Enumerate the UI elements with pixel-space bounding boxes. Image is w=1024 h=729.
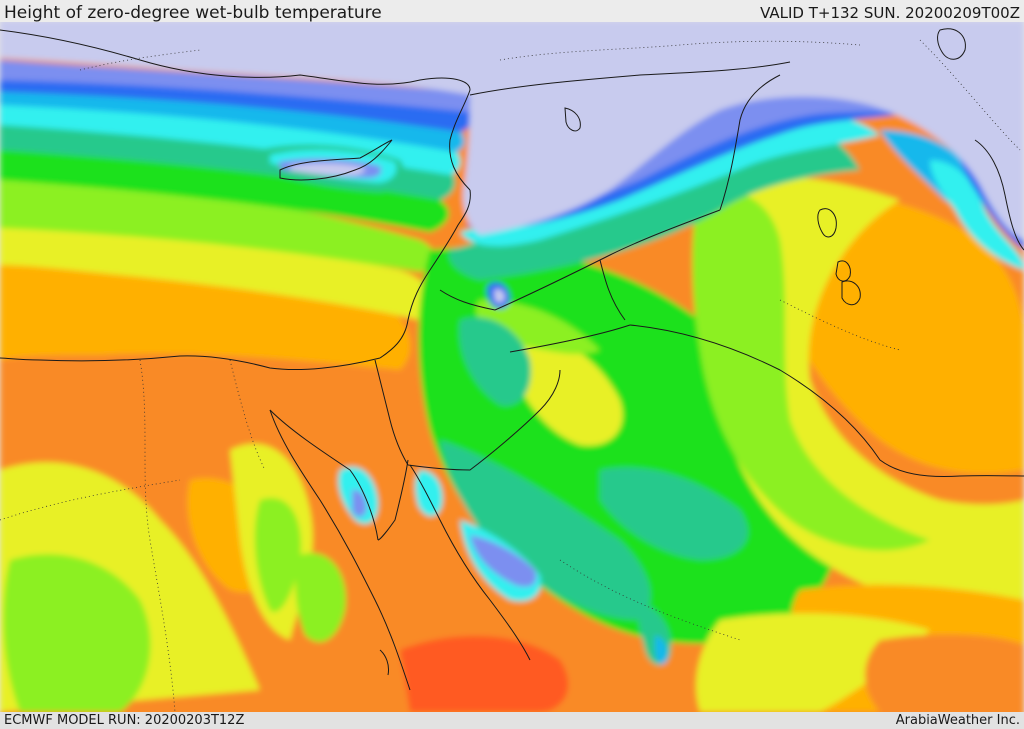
field-south-cyan [655, 635, 668, 665]
province-line-turkey [499, 40, 861, 61]
province-lines [0, 39, 1021, 712]
coastline-levant [379, 189, 471, 359]
field-saudi-teal-3 [459, 317, 531, 406]
footer-bar: ECMWF MODEL RUN: 20200203T12Z ArabiaWeat… [0, 712, 1024, 729]
lake-turkey [564, 107, 581, 132]
border-syria-turkey [469, 61, 791, 96]
lake-habbaniyah [835, 260, 851, 282]
border-jordan-saudi [407, 369, 561, 471]
lake-van [937, 28, 966, 60]
border-iraq-iran [719, 74, 781, 211]
credit-label: ArabiaWeather Inc. [895, 713, 1020, 728]
border-iraq-saudi [629, 324, 1024, 478]
weather-map [0, 22, 1024, 712]
field-cyprus-pale [290, 163, 366, 176]
header-bar: Height of zero-degree wet-bulb temperatu… [0, 0, 1024, 23]
field-med-bright-green [0, 140, 449, 232]
coastline-gulf [974, 139, 1024, 251]
field-saudi-teal-2 [600, 467, 748, 560]
field-med-violet [0, 60, 475, 112]
lake-razzaza [841, 280, 861, 306]
model-run-label: ECMWF MODEL RUN: 20200203T12Z [4, 713, 245, 728]
field-aqaba-cyan [415, 470, 443, 517]
coastline-red-sea-east [409, 464, 531, 661]
field-south-red [400, 636, 569, 712]
province-line-greece [79, 49, 201, 71]
lakes [379, 28, 966, 676]
field-jordan-yellow [515, 338, 623, 446]
contour-field [0, 22, 1024, 712]
field-syria-teal [449, 125, 860, 280]
province-line-iraq [779, 299, 901, 351]
field-east-green [692, 189, 930, 551]
coastline-egypt [0, 355, 381, 371]
field-med-sky [0, 88, 465, 152]
coastline-cyprus [279, 139, 393, 181]
coastline-aqaba [377, 459, 409, 541]
boundaries [0, 29, 1024, 691]
lake-tharthar [817, 208, 837, 238]
border-syria-iraq [494, 209, 721, 311]
field-med-blue [0, 75, 472, 132]
field-egypt-green-patch [295, 553, 346, 642]
border-syria-jordan [439, 289, 496, 311]
field-iraq-n-cyan [930, 160, 1024, 270]
field-sinai-blue [352, 489, 367, 518]
border-jordan-iraq [509, 324, 631, 353]
field-se-orange-2 [865, 634, 1024, 712]
field-med-green [0, 170, 435, 272]
border-saudi-kuwait [599, 259, 626, 321]
field-golan-violet [494, 289, 505, 303]
field-turkey-pale [0, 22, 1024, 240]
field-se-yellow [696, 613, 930, 712]
lake-nasser [379, 649, 389, 676]
field-madina-blue [470, 535, 537, 587]
field-saudi-teal [440, 440, 651, 620]
province-line-egypt-1 [139, 359, 176, 712]
coastline-red-sea-west [269, 409, 411, 691]
field-sw-green [3, 554, 151, 712]
province-line-egypt-3 [229, 359, 266, 471]
coastline-turkey [0, 29, 471, 191]
coastline-gulf-suez [269, 409, 379, 541]
border-egypt-israel [374, 359, 409, 466]
valid-time: VALID T+132 SUN. 20200209T00Z [760, 4, 1020, 22]
field-sinai-green [254, 498, 301, 612]
map-title: Height of zero-degree wet-bulb temperatu… [4, 3, 382, 23]
